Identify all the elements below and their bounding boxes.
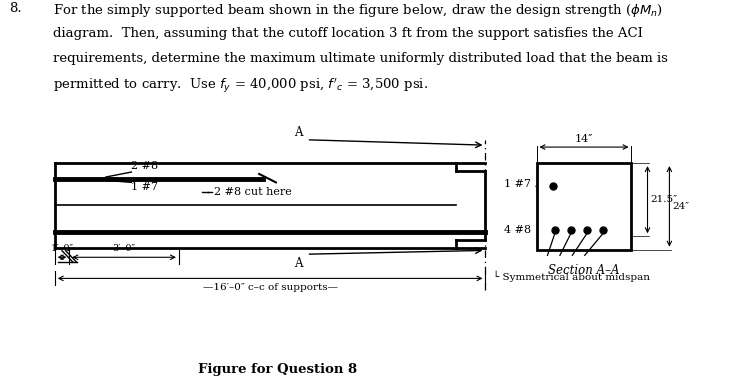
Text: —16′–0″ c–c of supports—: —16′–0″ c–c of supports—	[203, 283, 337, 292]
Text: 1′–0″: 1′–0″	[50, 244, 74, 253]
Text: A: A	[294, 257, 303, 270]
Text: Figure for Question 8: Figure for Question 8	[198, 362, 357, 376]
Text: 24″: 24″	[672, 202, 689, 211]
Text: permitted to carry.  Use $f_y$ = 40,000 psi, $f'_c$ = 3,500 psi.: permitted to carry. Use $f_y$ = 40,000 p…	[53, 77, 428, 95]
Text: 21.5″: 21.5″	[650, 195, 677, 204]
Text: 2 #8: 2 #8	[131, 161, 158, 171]
Text: Section A–A: Section A–A	[548, 264, 620, 277]
Text: A: A	[294, 126, 303, 139]
Bar	[537, 163, 631, 250]
Text: requirements, determine the maximum ultimate uniformly distributed load that the: requirements, determine the maximum ulti…	[53, 52, 667, 65]
Text: 1 #7: 1 #7	[131, 182, 158, 192]
Text: diagram.  Then, assuming that the cutoff location 3 ft from the support satisfie: diagram. Then, assuming that the cutoff …	[53, 27, 642, 40]
Text: └ Symmetrical about midspan: └ Symmetrical about midspan	[493, 271, 650, 282]
Text: 4 #8: 4 #8	[504, 225, 531, 235]
Text: For the simply supported beam shown in the figure below, draw the design strengt: For the simply supported beam shown in t…	[53, 2, 663, 19]
Text: 8.: 8.	[9, 2, 21, 15]
Text: 1 #7: 1 #7	[504, 179, 531, 189]
Text: 2 #8 cut here: 2 #8 cut here	[214, 187, 292, 197]
Text: 3′–0″: 3′–0″	[112, 244, 136, 253]
Text: 14″: 14″	[575, 134, 593, 144]
